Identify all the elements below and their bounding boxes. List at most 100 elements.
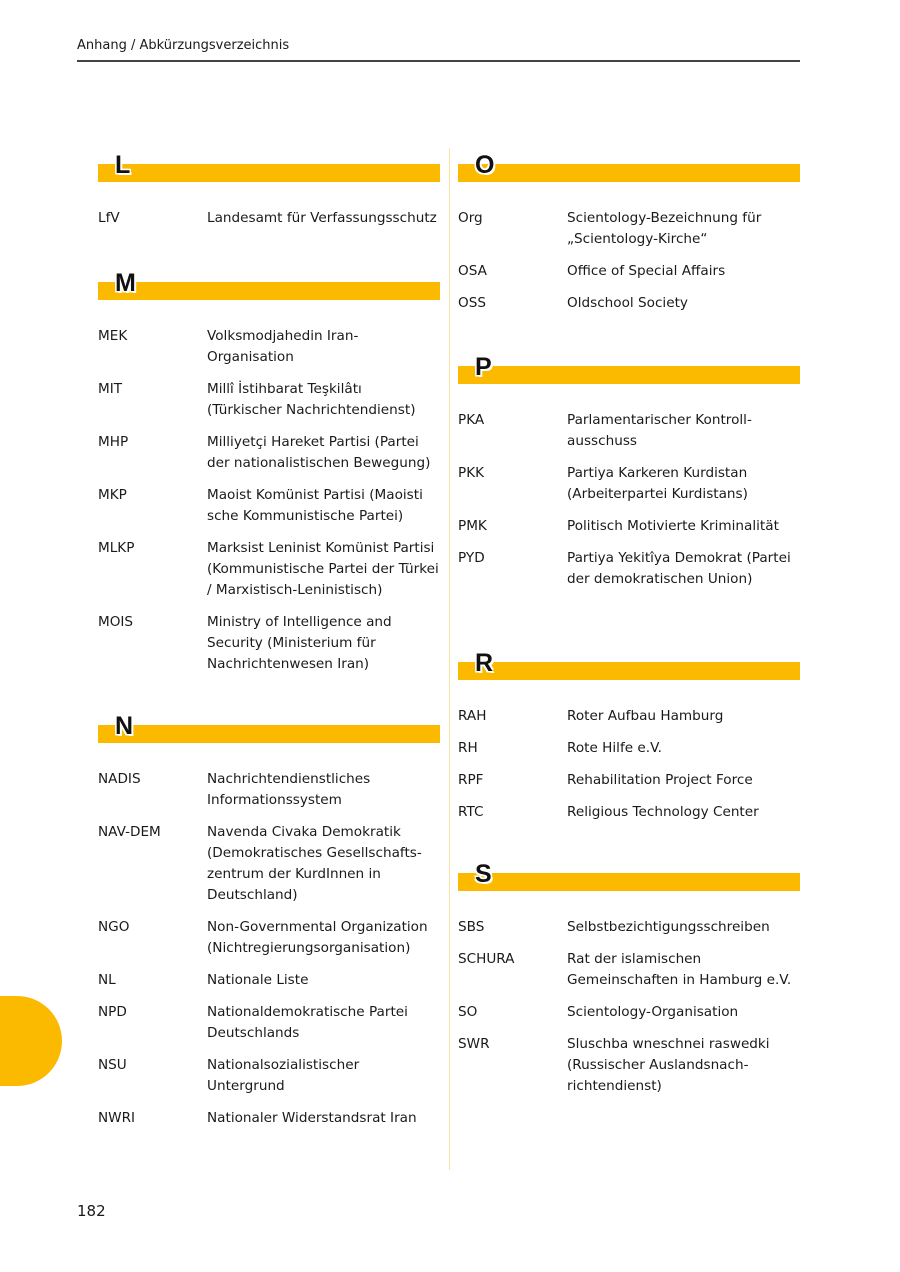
list-item: SCHURA Rat der islamischen Gemeinschaften…: [458, 949, 800, 991]
abbreviation: NSU: [98, 1057, 127, 1073]
list-item: MIT Millî İstihbarat Teşkilâtı (Türkische…: [98, 379, 440, 421]
abbreviation: OSA: [458, 263, 487, 279]
entry-list: MEK Volksmodjahedin Iran-Organisation MIT M…: [98, 326, 440, 675]
list-item: OSA Office of Special Affairs: [458, 261, 800, 282]
entry-list: LfV Landesamt für Verfassungsschutz: [98, 208, 440, 229]
list-item: PKK Partiya Karkeren Kurdistan (Arbeiterp…: [458, 463, 800, 505]
definition: Scientology-Organisation: [567, 1004, 739, 1020]
section-r: R RAH Roter Aufbau Hamburg RH Rote Hilfe e.V…: [458, 649, 800, 834]
list-item: RH Rote Hilfe e.V.: [458, 738, 800, 759]
list-item: PYD Partiya Yekitîya Demokrat (Partei der…: [458, 548, 800, 590]
list-item: RAH Roter Aufbau Hamburg: [458, 706, 800, 727]
abbreviation: SCHURA: [458, 951, 515, 967]
abbreviation: NL: [98, 972, 116, 988]
abbreviation: OSS: [458, 295, 486, 311]
abbreviation: RH: [458, 740, 478, 756]
definition: Parlamentarischer Kontroll-ausschuss: [567, 412, 752, 449]
abbreviation: SWR: [458, 1036, 490, 1052]
list-item: PKA Parlamentarischer Kontroll-ausschuss: [458, 410, 800, 452]
definition: Religious Technology Center: [567, 804, 759, 820]
running-header: Anhang / Abkürzungsverzeichnis: [77, 38, 290, 53]
definition: Roter Aufbau Hamburg: [567, 708, 724, 724]
definition: Rote Hilfe e.V.: [567, 740, 662, 756]
section-letter: S: [475, 860, 492, 888]
list-item: MKP Maoist Komünist Partisi (Maoisti sche…: [98, 485, 440, 527]
definition: Maoist Komünist Partisi (Maoisti sche Ko…: [207, 487, 423, 524]
entry-list: SBS Selbstbezichtigungsschreiben SCHURA Rat…: [458, 917, 800, 1097]
entry-list: PKA Parlamentarischer Kontroll-ausschuss P…: [458, 410, 800, 590]
section-letter: N: [115, 712, 134, 740]
section-letter: L: [115, 151, 131, 179]
definition: Landesamt für Verfassungsschutz: [207, 210, 437, 226]
section-n: N NADIS Nachrichtendienstliches Informatio…: [98, 712, 440, 1140]
definition: Sluschba wneschnei raswedki (Russischer …: [567, 1036, 770, 1094]
list-item: MOIS Ministry of Intelligence and Securit…: [98, 612, 440, 675]
abbreviation: RTC: [458, 804, 484, 820]
section-p: P PKA Parlamentarischer Kontroll-ausschuss…: [458, 353, 800, 601]
abbreviation: NWRI: [98, 1110, 136, 1126]
abbreviation: SBS: [458, 919, 485, 935]
list-item: MHP Milliyetçi Hareket Partisi (Partei de…: [98, 432, 440, 474]
definition: Scientology-Bezeichnung für „Scientology…: [567, 210, 762, 247]
section-header-bar: N: [98, 712, 440, 743]
section-s: S SBS Selbstbezichtigungsschreiben SCHURA Ra…: [458, 860, 800, 1108]
abbreviation: NGO: [98, 919, 130, 935]
definition: Nachrichtendienstliches Informationssyst…: [207, 771, 371, 808]
abbreviation: RPF: [458, 772, 484, 788]
definition: Ministry of Intelligence and Security (M…: [207, 614, 392, 672]
definition: Navenda Civaka Demokratik (Demokratische…: [207, 824, 422, 903]
list-item: SBS Selbstbezichtigungsschreiben: [458, 917, 800, 938]
abbreviation: MKP: [98, 487, 127, 503]
list-item: PMK Politisch Motivierte Kriminalität: [458, 516, 800, 537]
section-o: O Org Scientology-Bezeichnung für „Sciento…: [458, 151, 800, 325]
definition: Nationalsozialistischer Untergrund: [207, 1057, 360, 1094]
definition: Millî İstihbarat Teşkilâtı (Türkischer N…: [207, 381, 416, 418]
abbreviation: NPD: [98, 1004, 127, 1020]
header-rule: [77, 60, 800, 62]
definition: Rat der islamischen Gemeinschaften in Ha…: [567, 951, 792, 988]
abbreviation: PMK: [458, 518, 487, 534]
abbreviation: MLKP: [98, 540, 135, 556]
section-header-bar: S: [458, 860, 800, 891]
list-item: Org Scientology-Bezeichnung für „Scientol…: [458, 208, 800, 250]
abbreviation: RAH: [458, 708, 487, 724]
chapter-tab-marker: [0, 996, 62, 1086]
abbreviation: SO: [458, 1004, 478, 1020]
section-header-bar: R: [458, 649, 800, 680]
section-letter: R: [475, 649, 494, 677]
section-letter: M: [115, 269, 136, 297]
definition: Partiya Karkeren Kurdistan (Arbeiterpart…: [567, 465, 748, 502]
list-item: NWRI Nationaler Widerstandsrat Iran: [98, 1108, 440, 1129]
definition: Nationaler Widerstandsrat Iran: [207, 1110, 417, 1126]
entry-list: Org Scientology-Bezeichnung für „Scientol…: [458, 208, 800, 314]
abbreviation: MHP: [98, 434, 129, 450]
definition: Politisch Motivierte Kriminalität: [567, 518, 779, 534]
definition: Rehabilitation Project Force: [567, 772, 753, 788]
section-letter: P: [475, 353, 492, 381]
section-header-bar: L: [98, 151, 440, 182]
abbreviation: MOIS: [98, 614, 134, 630]
definition: Milliyetçi Hareket Partisi (Partei der n…: [207, 434, 431, 471]
list-item: SWR Sluschba wneschnei raswedki (Russisch…: [458, 1034, 800, 1097]
abbreviation: PKK: [458, 465, 485, 481]
entry-list: RAH Roter Aufbau Hamburg RH Rote Hilfe e.V.…: [458, 706, 800, 823]
column-divider: [449, 148, 450, 1170]
definition: Selbstbezichtigungsschreiben: [567, 919, 770, 935]
definition: Nationaldemokratische Partei Deutschland…: [207, 1004, 408, 1041]
section-header-bar: P: [458, 353, 800, 384]
page-number: 182: [77, 1202, 106, 1220]
list-item: NSU Nationalsozialistischer Untergrund: [98, 1055, 440, 1097]
abbreviation: Org: [458, 210, 483, 226]
definition: Marksist Leninist Komünist Partisi (Komm…: [207, 540, 439, 598]
list-item: RTC Religious Technology Center: [458, 802, 800, 823]
list-item: OSS Oldschool Society: [458, 293, 800, 314]
abbreviation: NAV-DEM: [98, 824, 161, 840]
list-item: SO Scientology-Organisation: [458, 1002, 800, 1023]
list-item: RPF Rehabilitation Project Force: [458, 770, 800, 791]
section-header-bar: M: [98, 269, 440, 300]
definition: Partiya Yekitîya Demokrat (Partei der de…: [567, 550, 791, 587]
list-item: NAV-DEM Navenda Civaka Demokratik (Demokr…: [98, 822, 440, 906]
abbreviation: MEK: [98, 328, 128, 344]
definition: Oldschool Society: [567, 295, 688, 311]
list-item: LfV Landesamt für Verfassungsschutz: [98, 208, 440, 229]
